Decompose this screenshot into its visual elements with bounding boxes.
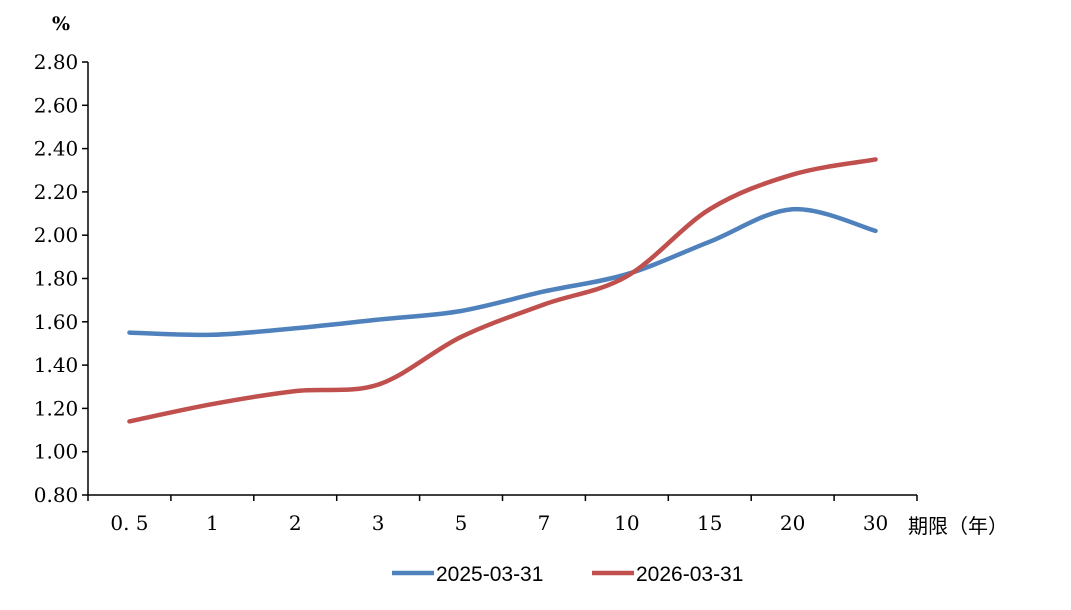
y-tick-label: 2.00 [34, 223, 79, 247]
x-axis-title: 期限（年） [908, 514, 1008, 538]
y-tick-label: 2.40 [34, 137, 79, 161]
y-tick-label: 2.20 [34, 180, 79, 204]
x-tick-label: 0. 5 [110, 511, 148, 535]
x-tick-label: 2 [289, 511, 302, 535]
x-tick-label: 1 [206, 511, 219, 535]
series-line-2025-03-31 [127, 206, 878, 338]
legend-label: 2025-03-31 [436, 563, 543, 586]
y-tick-label: 0.80 [34, 483, 79, 507]
x-tick-label: 3 [372, 511, 385, 535]
y-tick-label: 1.20 [34, 396, 79, 420]
x-tick-label: 7 [538, 511, 551, 535]
x-tick-label: 5 [455, 511, 468, 535]
y-tick-label: 1.00 [34, 440, 79, 464]
y-tick-label: 1.40 [34, 353, 79, 377]
y-axis-unit: % [52, 13, 70, 35]
y-tick-label: 2.80 [34, 50, 79, 74]
x-tick-label: 30 [863, 511, 888, 535]
x-tick-label: 10 [614, 511, 639, 535]
y-tick-label: 1.80 [34, 267, 79, 291]
series-line-2026-03-31 [127, 157, 878, 424]
legend-label: 2026-03-31 [636, 563, 743, 586]
y-tick-label: 1.60 [34, 310, 79, 334]
y-tick-label: 2.60 [34, 93, 79, 117]
x-tick-label: 15 [697, 511, 722, 535]
x-tick-label: 20 [780, 511, 805, 535]
